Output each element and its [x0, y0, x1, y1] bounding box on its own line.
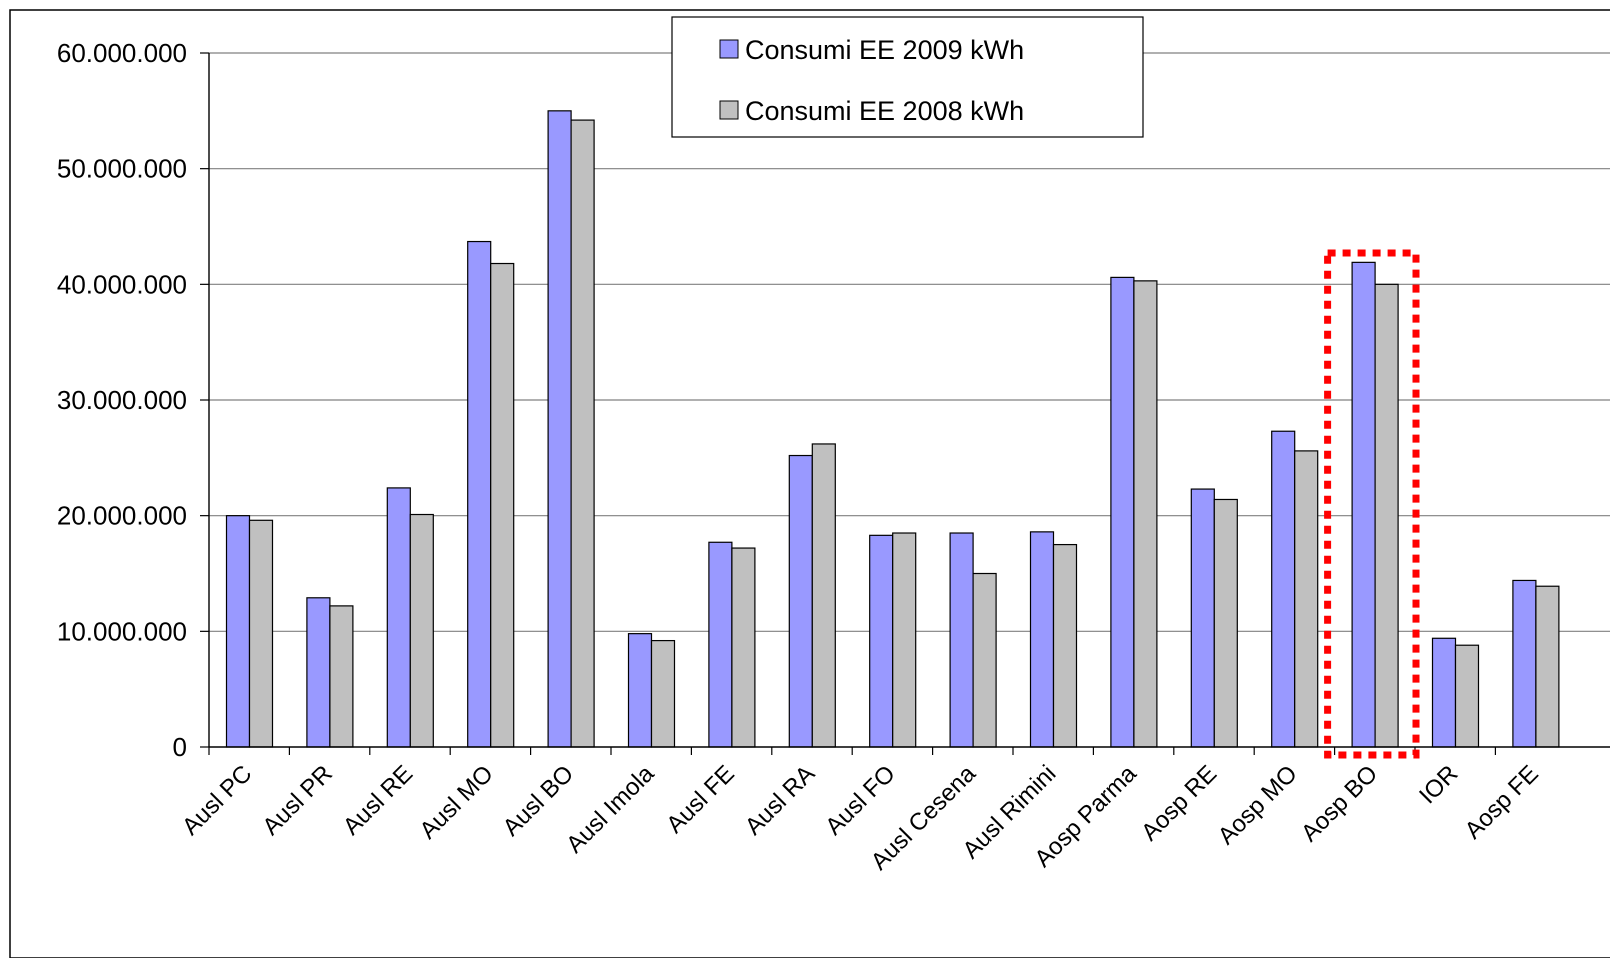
bar-2009: [949, 532, 974, 748]
bar-2009: [467, 240, 492, 748]
bar-2009: [1431, 637, 1457, 748]
bar-2009: [627, 633, 653, 748]
bar-2008: [892, 532, 917, 748]
bar-2009: [306, 597, 331, 748]
bars: [225, 110, 1560, 748]
bar-2008: [1052, 543, 1078, 748]
bar-2009: [225, 515, 251, 748]
bar-2008: [1374, 283, 1399, 748]
y-tick-label: 0: [173, 732, 187, 762]
bar-2009: [547, 110, 572, 748]
bar-2008: [650, 639, 676, 748]
bar-2009: [1351, 261, 1376, 748]
legend-swatch-2009: [719, 39, 739, 59]
bar-2009: [708, 541, 733, 748]
bar-2008: [329, 605, 354, 748]
bar-2008: [570, 119, 595, 748]
bar-2009: [1271, 430, 1296, 748]
bar-2008: [1294, 450, 1319, 748]
bar-2008: [248, 519, 274, 748]
bar-2008: [1454, 644, 1480, 748]
legend-label-2009: Consumi EE 2009 kWh: [745, 35, 1024, 65]
bar-2009: [1029, 531, 1055, 748]
bar-2008: [972, 572, 997, 748]
bar-2009: [869, 534, 894, 748]
bar-2008: [811, 443, 836, 748]
y-tick-label: 50.000.000: [57, 154, 187, 184]
highlight-box: [1324, 249, 1420, 759]
y-tick-label: 30.000.000: [57, 385, 187, 415]
bar-2009: [386, 487, 411, 748]
bar-2008: [1535, 585, 1560, 748]
legend-box: [671, 16, 1144, 138]
bar-2009: [1512, 579, 1537, 748]
bar-2008: [1133, 280, 1158, 748]
legend: Consumi EE 2009 kWh Consumi EE 2008 kWh: [671, 16, 1144, 138]
axes: [200, 52, 1610, 755]
legend-label-2008: Consumi EE 2008 kWh: [745, 96, 1024, 126]
bar-2009: [788, 454, 813, 748]
bar-2009: [1190, 488, 1215, 748]
legend-swatch-2008: [719, 100, 739, 120]
highlight-dotted-box: [1324, 249, 1420, 759]
y-tick-label: 60.000.000: [57, 38, 187, 68]
bar-2009: [1110, 276, 1135, 748]
bar-2008: [1213, 498, 1238, 748]
y-tick-label: 40.000.000: [57, 269, 187, 299]
bar-2008: [409, 513, 434, 748]
bar-2008: [490, 262, 515, 748]
bar-2008: [731, 547, 756, 748]
y-tick-label: 20.000.000: [57, 501, 187, 531]
y-tick-labels: 0 10.000.000 20.000.000 30.000.000 40.000.00…: [57, 38, 187, 762]
y-tick-label: 10.000.000: [57, 616, 187, 646]
